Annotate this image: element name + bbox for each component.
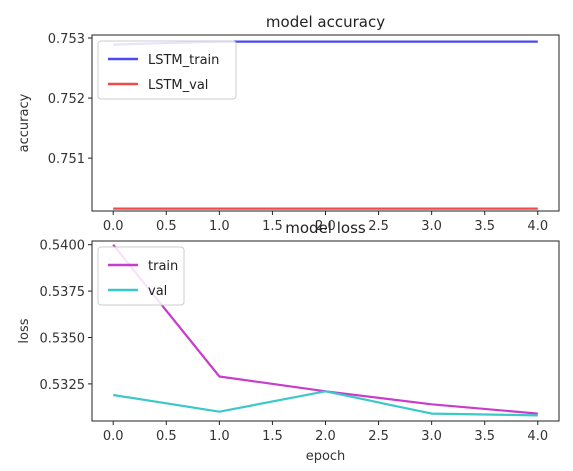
y-tick-label: 0.5325 [40,378,86,393]
x-tick-label: 2.5 [368,219,389,234]
legend: LSTM_train LSTM_val [97,40,237,100]
x-tick-label: 0.0 [103,429,124,444]
chart-loss: 0.0 0.5 1.0 1.5 2.0 2.5 3.0 3.5 4.0 0.5325 0.5350 0… [17,219,560,464]
x-tick-label: 2.0 [315,219,336,234]
x-tick-label: 1.5 [262,429,283,444]
y-tick-label: 0.5350 [40,331,86,346]
x-axis-label: epoch [306,449,346,464]
legend-label-val: val [148,284,167,299]
y-axis-label: loss [17,318,32,343]
y-axis-label: accuracy [17,93,32,152]
legend-box [97,246,185,306]
x-tick-label: 0.5 [156,219,177,234]
x-tick-label: 3.5 [474,429,495,444]
x-tick-label: 3.0 [421,429,442,444]
y-tick-label: 0.753 [48,32,85,47]
y-tick-label: 0.752 [48,92,85,107]
x-tick-label: 2.5 [368,429,389,444]
x-tick-label: 1.5 [262,219,283,234]
x-tick-label: 2.0 [315,429,336,444]
x-tick-label: 3.5 [474,219,495,234]
x-tick-label: 1.0 [209,219,230,234]
x-tick-label: 4.0 [527,219,548,234]
chart-title: model accuracy [266,13,385,31]
x-tick-label: 0.0 [103,219,124,234]
chart-accuracy: 0.0 0.5 1.0 1.5 2.0 2.5 3.0 3.5 4.0 0.751 0.752 0.7… [17,13,560,234]
x-tick-label: 0.5 [156,429,177,444]
y-tick-label: 0.5375 [40,285,86,300]
legend-label-train: train [148,259,178,274]
chart-title: model loss [285,219,366,237]
x-tick-label: 1.0 [209,429,230,444]
legend: train val [97,246,185,306]
x-tick-label: 4.0 [527,429,548,444]
x-tick-label: 3.0 [421,219,442,234]
legend-label-LSTM_train: LSTM_train [148,53,219,68]
y-tick-label: 0.751 [48,152,85,167]
y-tick-label: 0.5400 [40,239,86,254]
legend-label-LSTM_val: LSTM_val [148,78,208,93]
